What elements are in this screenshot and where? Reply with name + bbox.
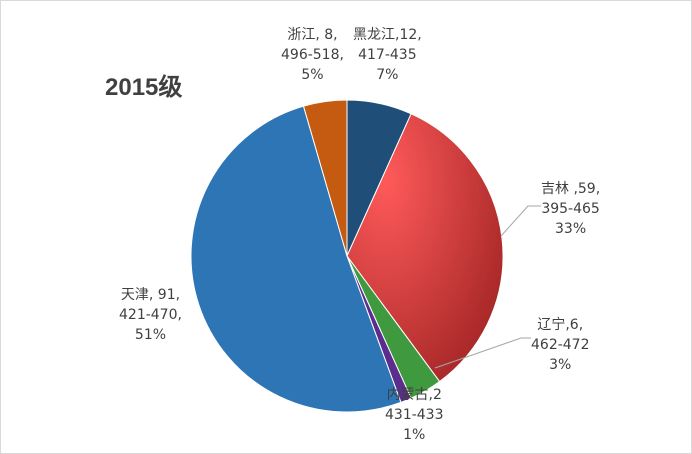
slice-label-neimenggu-line2: 431-433 xyxy=(385,407,444,423)
slice-label-neimenggu: 内蒙古,2 431-433 1% xyxy=(385,385,444,445)
pie-slice-zhejiang xyxy=(302,99,348,257)
chart-title: 2015级 xyxy=(105,74,183,101)
slice-label-zhejiang: 浙江, 8, 496-518, 5% xyxy=(281,25,344,85)
slice-label-neimenggu-line1: 内蒙古,2 xyxy=(386,387,442,403)
slice-label-heilongjiang-line2: 417-435 xyxy=(358,47,417,63)
slice-label-zhejiang-line3: 5% xyxy=(301,67,324,83)
slice-label-liaoning-line1: 辽宁,6, xyxy=(537,317,584,333)
slice-label-heilongjiang: 黑龙江,12, 417-435 7% xyxy=(353,25,422,85)
slice-label-neimenggu-line3: 1% xyxy=(403,427,426,443)
slice-label-zhejiang-line2: 496-518, xyxy=(281,47,344,63)
slice-label-tianjin-line3: 51% xyxy=(134,327,167,343)
slice-label-tianjin-line2: 421-470, xyxy=(119,307,182,323)
pie-slices xyxy=(190,99,504,413)
slice-label-jilin: 吉林 ,59, 395-465 33% xyxy=(541,179,600,239)
leader-line-liaoning xyxy=(434,337,531,369)
slice-label-zhejiang-line1: 浙江, 8, xyxy=(287,27,338,43)
leader-line-jilin xyxy=(500,205,541,237)
slice-label-liaoning-line2: 462-472 xyxy=(531,337,590,353)
slice-label-liaoning-line3: 3% xyxy=(549,357,572,373)
slice-label-heilongjiang-line1: 黑龙江,12, xyxy=(353,27,422,43)
slice-label-tianjin-line1: 天津, 91, xyxy=(120,287,181,303)
slice-label-tianjin: 天津, 91, 421-470, 51% xyxy=(119,285,182,345)
slice-label-jilin-line1: 吉林 ,59, xyxy=(541,181,601,197)
slice-label-liaoning: 辽宁,6, 462-472 3% xyxy=(531,315,590,375)
slice-label-jilin-line2: 395-465 xyxy=(541,201,600,217)
slice-label-heilongjiang-line3: 7% xyxy=(376,67,399,83)
slice-label-jilin-line3: 33% xyxy=(555,221,587,237)
pie-slice-jilin xyxy=(346,113,504,383)
pie-slice-tianjin xyxy=(190,105,402,413)
